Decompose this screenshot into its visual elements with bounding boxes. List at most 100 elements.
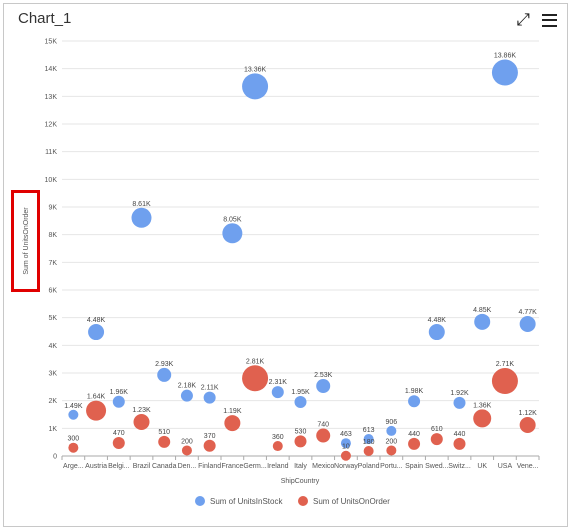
x-tick-label: Brazil — [133, 463, 151, 470]
bubble-point[interactable] — [474, 313, 491, 330]
data-label: 510 — [158, 429, 170, 436]
x-tick-label: UK — [477, 463, 487, 470]
chart-title: Chart_1 — [18, 10, 72, 27]
data-label: 463 — [340, 431, 352, 438]
grid-lines — [62, 40, 539, 429]
x-tick-label: Germ... — [243, 463, 266, 470]
x-tick-label: Swed... — [425, 463, 448, 470]
bubble-point[interactable] — [491, 59, 518, 86]
bubble-point[interactable] — [112, 436, 125, 449]
data-label: 530 — [295, 428, 307, 435]
y-tick-label: 15K — [45, 39, 58, 46]
data-label: 1.95K — [291, 389, 310, 396]
y-tick-label: 7K — [48, 260, 57, 267]
bubble-point[interactable] — [519, 316, 536, 333]
x-tick-label: Arge... — [63, 463, 84, 470]
data-label: 2.31K — [269, 379, 288, 386]
bubble-point[interactable] — [242, 73, 269, 100]
bubble-point[interactable] — [133, 413, 150, 430]
y-tick-label: 4K — [48, 343, 57, 350]
data-label: 4.77K — [518, 309, 537, 316]
data-label: 440 — [454, 431, 466, 438]
data-label: 13.86K — [494, 53, 517, 60]
bubble-point[interactable] — [88, 324, 105, 341]
y-tick-label: 5K — [48, 315, 57, 322]
x-tick-label: USA — [498, 463, 513, 470]
bubble-point[interactable] — [86, 400, 107, 421]
y-tick-label: 10K — [45, 177, 58, 184]
y-tick-label: 0 — [53, 454, 57, 461]
bubble-point[interactable] — [222, 223, 243, 244]
bubble-point[interactable] — [316, 428, 331, 443]
bubble-point[interactable] — [453, 396, 466, 409]
bubble-point[interactable] — [316, 379, 331, 394]
y-tick-label: 13K — [45, 94, 58, 101]
x-tick-label: Spain — [405, 463, 423, 470]
x-tick-label: Den... — [178, 463, 197, 470]
bubble-point[interactable] — [68, 442, 79, 453]
bubble-point[interactable] — [272, 441, 283, 452]
legend-marker[interactable] — [298, 496, 308, 506]
bubble-point[interactable] — [242, 365, 269, 392]
legend-label[interactable]: Sum of UnitsInStock — [210, 497, 283, 506]
bubble-point[interactable] — [203, 391, 216, 404]
data-label: 1.23K — [132, 407, 151, 414]
data-label: 4.48K — [428, 317, 447, 324]
bubble-point[interactable] — [453, 437, 466, 450]
y-tick-label: 6K — [48, 288, 57, 295]
bubble-point[interactable] — [294, 435, 307, 448]
bubble-point[interactable] — [340, 438, 351, 449]
x-axis-label: ShipCountry — [281, 478, 320, 485]
legend-marker[interactable] — [195, 496, 205, 506]
bubble-point[interactable] — [363, 434, 374, 445]
data-label: 440 — [408, 431, 420, 438]
hamburger-menu-icon[interactable] — [542, 13, 557, 27]
bubble-point[interactable] — [157, 367, 172, 382]
bubble-point[interactable] — [112, 395, 125, 408]
y-tick-label: 12K — [45, 122, 58, 129]
bubble-point[interactable] — [428, 324, 445, 341]
bubble-point[interactable] — [271, 386, 284, 399]
x-tick-label: Finland — [198, 463, 221, 470]
bubble-point[interactable] — [294, 396, 307, 409]
bubble-point[interactable] — [408, 437, 421, 450]
bubble-point[interactable] — [519, 417, 536, 434]
bubble-point[interactable] — [430, 433, 443, 446]
bubble-point[interactable] — [158, 435, 171, 448]
y-tick-label: 3K — [48, 371, 57, 378]
y-axis-label: Sum of UnitsOnOrder — [23, 207, 30, 275]
bubble-point[interactable] — [131, 207, 152, 228]
data-label: 200 — [181, 438, 193, 445]
legend-label[interactable]: Sum of UnitsOnOrder — [313, 497, 390, 506]
data-label: 1.96K — [110, 389, 129, 396]
data-label: 180 — [363, 439, 375, 446]
x-tick-label: Belgi... — [108, 463, 129, 470]
bubble-point[interactable] — [473, 409, 492, 428]
data-label: 2.18K — [178, 383, 197, 390]
x-tick-label: Mexico — [312, 463, 334, 470]
data-label: 2.81K — [246, 358, 265, 365]
x-tick-label: Vene... — [517, 463, 539, 470]
chart-panel: Chart_1 ⤢ — [3, 3, 568, 527]
bubble-point[interactable] — [386, 445, 397, 456]
bubble-point[interactable] — [180, 389, 193, 402]
data-label: 613 — [363, 427, 375, 434]
bubble-point[interactable] — [363, 446, 374, 457]
y-axis-label-highlight — [11, 190, 40, 292]
data-label: 2.53K — [314, 372, 333, 379]
data-label: 470 — [113, 430, 125, 437]
y-tick-label: 8K — [48, 232, 57, 239]
bubble-point[interactable] — [408, 395, 421, 408]
data-label: 370 — [204, 433, 216, 440]
bubble-point[interactable] — [181, 445, 192, 456]
bubble-point[interactable] — [340, 450, 351, 461]
x-tick-label: Switz... — [448, 463, 471, 470]
data-label: 1.19K — [223, 408, 242, 415]
data-label: 1.92K — [450, 390, 469, 397]
bubble-point[interactable] — [386, 425, 397, 436]
expand-arrows-icon[interactable]: ⤢ — [516, 10, 530, 29]
bubble-point[interactable] — [491, 368, 518, 395]
bubble-point[interactable] — [224, 415, 241, 432]
bubble-point[interactable] — [68, 409, 79, 420]
bubble-point[interactable] — [203, 439, 216, 452]
